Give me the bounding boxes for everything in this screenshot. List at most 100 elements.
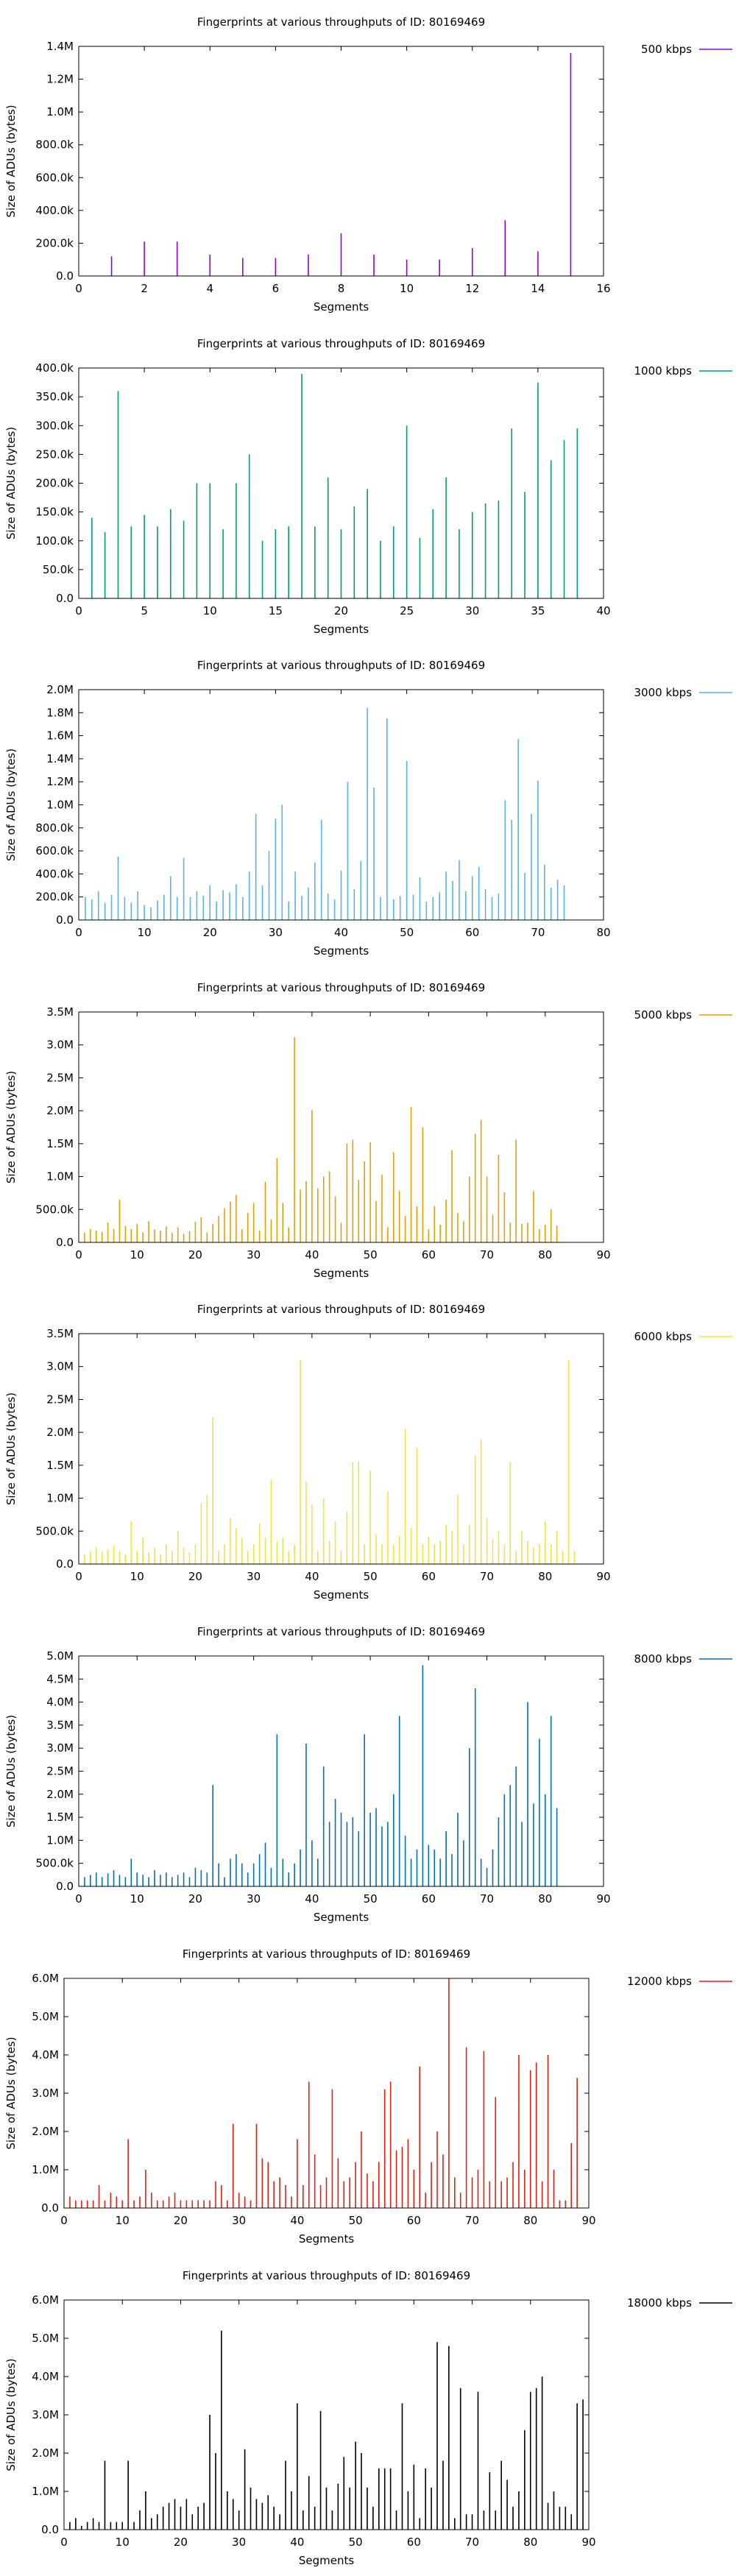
- y-tick-label: 5.0M: [32, 2332, 59, 2345]
- y-tick-label: 800.0k: [35, 138, 74, 152]
- y-tick-label: 4.0M: [32, 2370, 59, 2383]
- plot-frame: [63, 2299, 590, 2530]
- y-tick-label: 3.0M: [32, 2408, 59, 2421]
- x-tick-label: 8: [338, 282, 345, 295]
- series-bars: [110, 52, 572, 276]
- x-axis-label: Segments: [299, 2232, 355, 2246]
- y-axis-label: Size of ADUs (bytes): [4, 2037, 18, 2149]
- y-tick-label: 600.0k: [35, 844, 74, 857]
- chart-8: Fingerprints at various throughputs of I…: [4, 2269, 732, 2567]
- chart-6: Fingerprints at various throughputs of I…: [4, 1625, 732, 1924]
- chart-title: Fingerprints at various throughputs of I…: [197, 981, 485, 994]
- x-tick-label: 70: [465, 2214, 479, 2227]
- series-bars: [84, 1665, 558, 1886]
- y-tick-label: 1.0M: [46, 799, 74, 812]
- y-tick-label: 200.0k: [35, 477, 74, 490]
- chart-title: Fingerprints at various throughputs of I…: [197, 659, 485, 672]
- y-tick-label: 2.5M: [46, 1393, 74, 1406]
- y-tick-label: 1.0M: [46, 1833, 74, 1847]
- plot-frame: [78, 1333, 604, 1565]
- x-tick-label: 30: [247, 1248, 261, 1262]
- plot-frame: [78, 1011, 604, 1243]
- legend-label: 18000 kbps: [627, 2296, 692, 2310]
- x-tick-label: 25: [400, 604, 414, 618]
- y-tick-label: 5.0M: [46, 1649, 74, 1663]
- chart-5: Fingerprints at various throughputs of I…: [4, 1303, 732, 1602]
- y-tick-label: 50.0k: [43, 563, 74, 576]
- y-tick-label: 2.0M: [32, 2125, 59, 2138]
- x-tick-label: 0: [75, 926, 82, 939]
- y-tick-label: 500.0k: [35, 1857, 74, 1870]
- x-tick-label: 30: [232, 2536, 246, 2549]
- y-tick-label: 1.2M: [46, 73, 74, 86]
- y-tick-label: 3.0M: [46, 1038, 74, 1052]
- x-tick-label: 0: [75, 282, 82, 295]
- chart-title: Fingerprints at various throughputs of I…: [197, 337, 485, 350]
- x-tick-label: 40: [334, 926, 348, 939]
- y-tick-label: 2.0M: [46, 1104, 74, 1117]
- x-tick-label: 16: [596, 282, 610, 295]
- x-tick-label: 90: [596, 1570, 610, 1583]
- y-axis-label: Size of ADUs (bytes): [4, 1071, 18, 1183]
- y-tick-label: 3.0M: [32, 2087, 59, 2100]
- legend-label: 8000 kbps: [634, 1652, 693, 1666]
- x-tick-label: 60: [465, 926, 479, 939]
- y-tick-label: 6.0M: [32, 2293, 59, 2307]
- y-tick-label: 2.0M: [46, 683, 74, 696]
- x-tick-label: 10: [116, 2536, 130, 2549]
- y-tick-label: 400.0k: [35, 361, 74, 375]
- y-tick-label: 0.0: [41, 2201, 59, 2215]
- x-tick-label: 0: [60, 2214, 68, 2227]
- x-tick-label: 90: [581, 2214, 595, 2227]
- x-tick-label: 0: [75, 1892, 82, 1906]
- y-tick-label: 2.0M: [46, 1788, 74, 1801]
- y-tick-label: 250.0k: [35, 447, 74, 461]
- y-tick-label: 3.5M: [46, 1327, 74, 1340]
- x-tick-label: 20: [174, 2214, 188, 2227]
- y-axis-label: Size of ADUs (bytes): [4, 2358, 18, 2471]
- y-tick-label: 1.0M: [32, 2485, 59, 2498]
- x-tick-label: 80: [538, 1570, 552, 1583]
- y-tick-label: 100.0k: [35, 534, 74, 548]
- y-tick-label: 0.0: [56, 913, 74, 927]
- y-tick-label: 200.0k: [35, 891, 74, 904]
- y-tick-label: 1.0M: [46, 105, 74, 118]
- y-tick-label: 1.4M: [46, 752, 74, 765]
- x-tick-label: 60: [407, 2536, 421, 2549]
- x-tick-label: 20: [188, 1248, 202, 1262]
- y-tick-label: 0.0: [56, 1880, 74, 1893]
- x-tick-label: 10: [130, 1570, 144, 1583]
- x-tick-label: 20: [188, 1892, 202, 1906]
- chart-title: Fingerprints at various throughputs of I…: [197, 1303, 485, 1316]
- x-tick-label: 60: [407, 2214, 421, 2227]
- x-tick-label: 40: [305, 1248, 319, 1262]
- x-tick-label: 15: [269, 604, 283, 618]
- y-tick-label: 300.0k: [35, 419, 74, 432]
- x-tick-label: 0: [75, 604, 82, 618]
- y-tick-label: 3.0M: [46, 1741, 74, 1755]
- chart-3: Fingerprints at various throughputs of I…: [4, 659, 732, 958]
- chart-title: Fingerprints at various throughputs of I…: [197, 1625, 485, 1638]
- x-tick-label: 70: [465, 2536, 479, 2549]
- y-tick-label: 2.0M: [46, 1426, 74, 1439]
- y-tick-label: 4.5M: [46, 1672, 74, 1685]
- series-bars: [69, 2330, 584, 2530]
- x-tick-label: 10: [130, 1248, 144, 1262]
- x-axis-label: Segments: [314, 1911, 369, 1924]
- x-tick-label: 40: [305, 1570, 319, 1583]
- legend-label: 5000 kbps: [634, 1008, 693, 1022]
- y-tick-label: 1.5M: [46, 1137, 74, 1150]
- plot-frame: [78, 689, 604, 921]
- series-bars: [85, 708, 565, 920]
- legend-label: 12000 kbps: [627, 1975, 692, 1988]
- x-tick-label: 30: [232, 2214, 246, 2227]
- x-axis-label: Segments: [314, 1588, 369, 1602]
- x-tick-label: 20: [203, 926, 217, 939]
- x-tick-label: 50: [349, 2536, 363, 2549]
- y-tick-label: 1.6M: [46, 729, 74, 743]
- y-tick-label: 3.5M: [46, 1719, 74, 1732]
- y-tick-label: 1.5M: [46, 1811, 74, 1824]
- plot-frame: [63, 1978, 590, 2209]
- chart-title: Fingerprints at various throughputs of I…: [183, 2269, 470, 2282]
